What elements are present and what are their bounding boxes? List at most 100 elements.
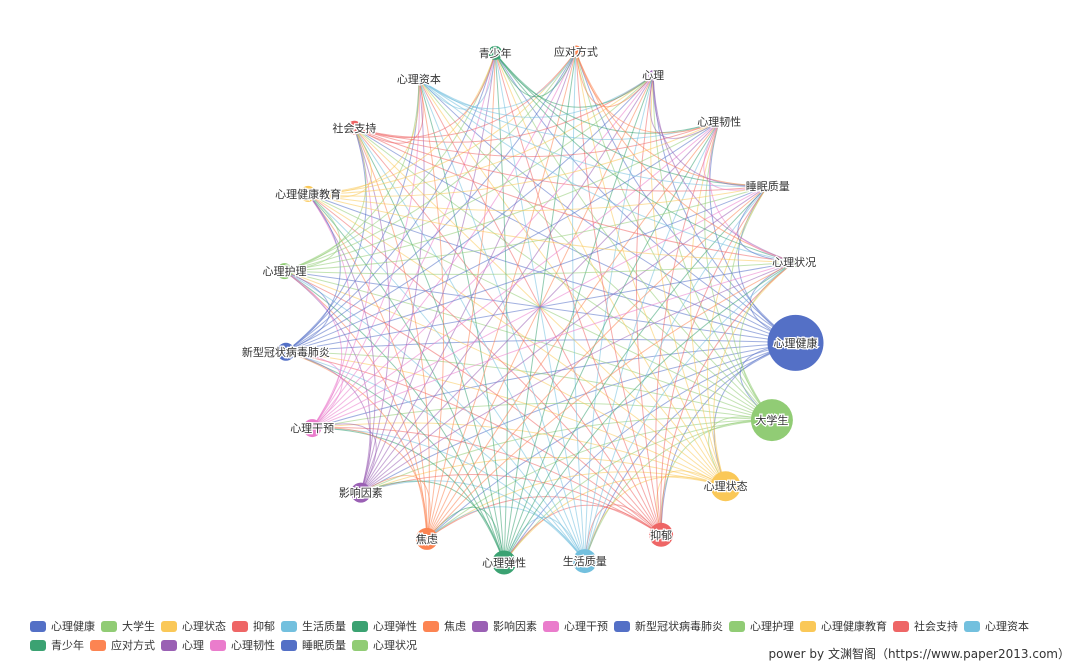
graph-link — [354, 127, 662, 536]
graph-link — [660, 342, 796, 535]
legend-item[interactable]: 影响因素 — [472, 618, 537, 635]
legend-swatch — [893, 621, 909, 632]
graph-link — [360, 480, 586, 562]
graph-node[interactable] — [347, 120, 362, 135]
graph-node[interactable] — [649, 522, 674, 547]
graph-node[interactable] — [767, 314, 824, 371]
graph-node[interactable] — [300, 185, 317, 202]
graph-link — [360, 79, 425, 493]
graph-link — [354, 127, 773, 421]
legend-swatch — [161, 640, 177, 651]
graph-link — [311, 52, 496, 429]
legend-label: 心理 — [182, 639, 204, 652]
graph-link — [284, 185, 768, 272]
graph-node-label: 应对方式 — [554, 45, 598, 59]
footer-credit: power by 文渊智阁（https://www.paper2013.com） — [768, 647, 1071, 661]
legend-item[interactable]: 心理健康 — [30, 618, 95, 635]
graph-link — [418, 51, 577, 110]
legend-label: 心理资本 — [985, 620, 1029, 633]
graph-node[interactable] — [412, 73, 425, 86]
legend-item[interactable]: 应对方式 — [90, 637, 155, 654]
legend-item[interactable]: 心理护理 — [729, 618, 794, 635]
graph-node-label: 社会支持 — [332, 121, 376, 135]
graph-nodes: 心理健康大学生心理状态抑郁生活质量心理弹性焦虑影响因素心理干预新型冠状病毒肺炎心… — [241, 43, 824, 575]
graph-node[interactable] — [572, 549, 597, 574]
legend-item[interactable]: 社会支持 — [893, 618, 958, 635]
legend-item[interactable]: 抑郁 — [232, 618, 275, 635]
legend-label: 睡眠质量 — [302, 639, 346, 652]
graph-node-label: 心理状况 — [772, 255, 816, 269]
graph-node[interactable] — [276, 342, 295, 361]
graph-node[interactable] — [750, 399, 793, 442]
graph-node[interactable] — [710, 471, 741, 502]
graph-link — [575, 51, 768, 187]
graph-node-label: 生活质量 — [563, 554, 607, 568]
graph-link — [360, 51, 577, 493]
graph-link — [284, 261, 795, 275]
legend-item[interactable]: 心理韧性 — [210, 637, 275, 654]
graph-link — [426, 185, 769, 540]
graph-link — [308, 120, 720, 197]
graph-node[interactable] — [714, 116, 725, 127]
legend-swatch — [800, 621, 816, 632]
graph-node-label: 焦虑 — [416, 533, 438, 546]
graph-node-label: 青少年 — [479, 46, 512, 60]
legend-item[interactable]: 心理状态 — [161, 618, 226, 635]
legend-label: 社会支持 — [914, 620, 958, 633]
graph-link — [494, 52, 720, 134]
graph-link — [652, 75, 795, 263]
graph-link — [360, 185, 769, 493]
graph-link — [652, 75, 768, 187]
legend-item[interactable]: 心理资本 — [964, 618, 1029, 635]
legend-label: 焦虑 — [444, 620, 466, 633]
graph-node[interactable] — [350, 482, 371, 503]
legend-item[interactable]: 新型冠状病毒肺炎 — [614, 618, 723, 635]
graph-link — [284, 79, 420, 272]
legend-item[interactable]: 睡眠质量 — [281, 637, 346, 654]
graph-node[interactable] — [488, 45, 503, 60]
graph-node[interactable] — [303, 419, 322, 438]
legend-swatch — [352, 640, 368, 651]
legend-swatch — [161, 621, 177, 632]
graph-link — [584, 419, 772, 562]
graph-node[interactable] — [789, 257, 800, 268]
graph-node[interactable] — [569, 45, 582, 58]
graph-node[interactable] — [492, 550, 517, 575]
graph-link — [284, 120, 720, 272]
graph-link — [426, 52, 496, 540]
legend-item[interactable]: 青少年 — [30, 637, 84, 654]
legend-item[interactable]: 焦虑 — [423, 618, 466, 635]
legend-item[interactable]: 生活质量 — [281, 618, 346, 635]
graph-link — [503, 476, 726, 563]
graph-link — [307, 193, 796, 344]
legend-item[interactable]: 大学生 — [101, 618, 155, 635]
graph-link — [284, 270, 331, 353]
legend-item[interactable]: 心理干预 — [543, 618, 608, 635]
legend-item[interactable]: 心理状况 — [352, 637, 417, 654]
graph-link — [354, 52, 496, 138]
legend-label: 青少年 — [51, 639, 84, 652]
graph-link — [311, 121, 720, 429]
legend-label: 抑郁 — [253, 620, 275, 633]
keyword-cooccurrence-graph: 心理健康大学生心理状态抑郁生活质量心理弹性焦虑影响因素心理干预新型冠状病毒肺炎心… — [241, 43, 824, 575]
graph-link — [308, 52, 496, 195]
graph-node[interactable] — [762, 180, 773, 191]
graph-link — [649, 75, 720, 139]
legend-swatch — [472, 621, 488, 632]
legend-item[interactable]: 心理健康教育 — [800, 618, 887, 635]
graph-link — [312, 427, 505, 563]
graph-link — [418, 79, 586, 562]
graph-links — [284, 51, 796, 563]
graph-link — [284, 51, 577, 272]
legend-item[interactable]: 心理 — [161, 637, 204, 654]
graph-node[interactable] — [648, 70, 659, 81]
graph-node[interactable] — [276, 263, 293, 280]
legend-item[interactable]: 心理弹性 — [352, 618, 417, 635]
graph-link — [308, 79, 420, 195]
graph-link — [494, 52, 795, 263]
legend-label: 心理干预 — [564, 620, 608, 633]
graph-link — [729, 185, 773, 421]
graph-link — [354, 127, 795, 263]
graph-node[interactable] — [415, 527, 438, 550]
graph-link — [707, 185, 769, 487]
